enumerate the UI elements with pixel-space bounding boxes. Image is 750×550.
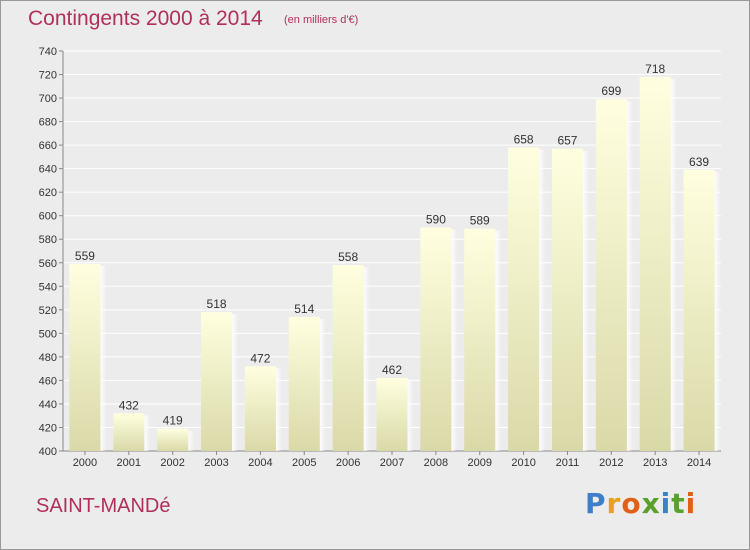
y-tick-label: 660: [39, 140, 57, 152]
x-tick-label: 2010: [511, 457, 535, 469]
bar-shadow: [100, 265, 107, 451]
bar-2009: [464, 228, 496, 451]
bar-shadow: [670, 78, 677, 451]
bar-2011: [551, 148, 583, 451]
axes: 400 420 440 460 480 500 520 540 560 580 600 620 640 6…: [39, 46, 721, 469]
x-tick-label: 2011: [556, 457, 580, 469]
data-label: 639: [689, 155, 709, 169]
y-tick-label: 520: [39, 305, 57, 317]
y-tick-label: 620: [39, 187, 57, 199]
bar-2010: [508, 147, 540, 451]
bar-2004: [244, 366, 276, 451]
chart-title: Contingents 2000 à 2014: [28, 7, 263, 30]
bar-shadow: [363, 267, 370, 451]
x-tick-label: 2000: [73, 457, 97, 469]
bars: [69, 76, 721, 451]
data-label: 590: [426, 212, 446, 226]
logo-letter: o: [621, 487, 642, 520]
bar-2005: [288, 316, 320, 451]
data-label: 558: [338, 250, 358, 264]
y-tick-label: 580: [39, 234, 57, 246]
data-label: 589: [470, 214, 490, 228]
x-tick-label: 2014: [687, 457, 711, 469]
bar-2002: [157, 428, 189, 451]
bar-2014: [683, 169, 715, 451]
x-tick-label: 2004: [248, 457, 272, 469]
logo-letter: P: [585, 487, 607, 520]
bar-shadow: [539, 149, 546, 451]
logo-letter: t: [671, 487, 686, 520]
x-tick-label: 2013: [643, 457, 667, 469]
x-tick-label: 2005: [292, 457, 316, 469]
x-tick-label: 2009: [467, 457, 491, 469]
data-label: 699: [601, 84, 621, 98]
bar-shadow: [582, 150, 589, 451]
y-tick-label: 420: [39, 422, 57, 434]
bar-2013: [639, 76, 671, 451]
y-tick-label: 500: [39, 328, 57, 340]
data-label: 518: [207, 297, 227, 311]
y-tick-label: 480: [39, 352, 57, 364]
data-label: 658: [514, 132, 534, 146]
x-tick-label: 2006: [336, 457, 360, 469]
bar-shadow: [714, 171, 721, 451]
logo-letter: x: [641, 487, 661, 520]
bar-shadow: [188, 430, 195, 451]
bar-shadow: [495, 230, 502, 451]
x-tick-label: 2001: [117, 457, 141, 469]
data-label: 472: [250, 351, 270, 365]
place-name: SAINT-MANDé: [36, 495, 171, 517]
y-tick-label: 740: [39, 46, 57, 58]
y-tick-label: 400: [39, 446, 57, 458]
x-tick-label: 2003: [204, 457, 228, 469]
x-tick-label: 2012: [599, 457, 623, 469]
x-tick-label: 2002: [160, 457, 184, 469]
data-labels: 559 432 419 518 472 514 558 462 590 589 658 657 699 7…: [75, 62, 709, 428]
bar-2001: [113, 413, 145, 451]
bar-shadow: [451, 229, 458, 451]
bar-shadow: [275, 368, 282, 451]
bar-shadow: [144, 415, 151, 451]
data-label: 419: [163, 414, 183, 428]
y-tick-label: 700: [39, 93, 57, 105]
bar-shadow: [319, 318, 326, 451]
x-tick-label: 2007: [380, 457, 404, 469]
y-tick-label: 440: [39, 399, 57, 411]
y-tick-label: 640: [39, 164, 57, 176]
bar-shadow: [232, 314, 239, 451]
data-label: 657: [557, 134, 577, 148]
y-tick-label: 680: [39, 117, 57, 129]
bar-2006: [332, 265, 364, 451]
y-tick-label: 720: [39, 70, 57, 82]
bar-shadow: [407, 380, 414, 451]
x-tick-label: 2008: [424, 457, 448, 469]
y-tick-label: 460: [39, 375, 57, 387]
y-tick-label: 540: [39, 281, 57, 293]
chart-subtitle: (en milliers d'€): [284, 14, 359, 26]
bar-2012: [595, 99, 627, 451]
logo-letter: r: [606, 487, 622, 520]
logo-letter: i: [685, 487, 697, 520]
logo-letter: i: [660, 487, 672, 520]
data-label: 514: [294, 302, 314, 316]
proxiti-logo: Proxiti: [585, 487, 696, 520]
data-label: 432: [119, 398, 139, 412]
bar-shadow: [626, 101, 633, 451]
bar-2007: [376, 378, 408, 451]
data-label: 718: [645, 62, 665, 76]
y-tick-label: 600: [39, 211, 57, 223]
bar-2003: [201, 312, 233, 451]
y-tick-label: 560: [39, 258, 57, 270]
data-label: 462: [382, 363, 402, 377]
bar-2008: [420, 227, 452, 451]
bar-2000: [69, 263, 101, 451]
data-label: 559: [75, 249, 95, 263]
